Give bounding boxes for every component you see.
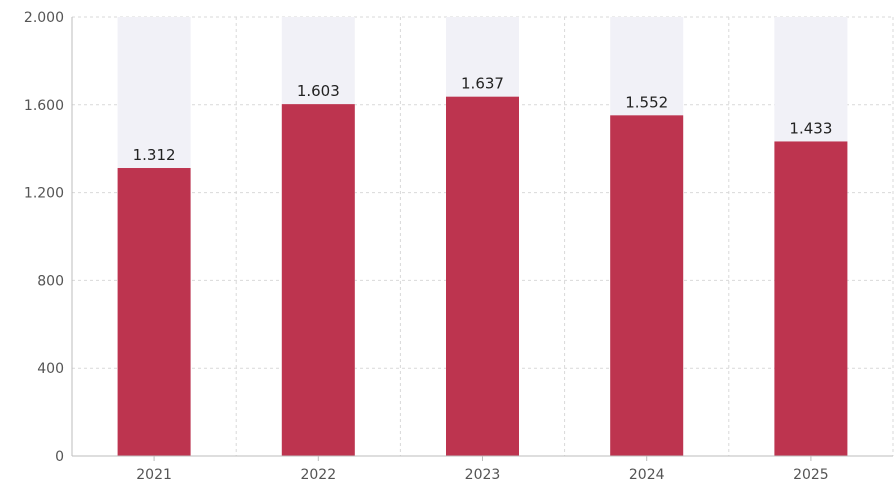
data-label-2021: 1.312 xyxy=(133,146,176,164)
y-tick-label: 800 xyxy=(37,273,64,289)
bar-2022[interactable] xyxy=(281,104,355,456)
bar-2024[interactable] xyxy=(610,115,684,456)
data-labels: 1.312 1.603 1.637 1.552 1.433 xyxy=(133,75,833,164)
y-tick-label: 400 xyxy=(37,361,64,377)
y-tick-label: 1.200 xyxy=(24,186,64,202)
data-label-2024: 1.552 xyxy=(625,93,668,111)
x-tick-label-2025: 2025 xyxy=(793,467,829,483)
bar-2025[interactable] xyxy=(774,141,848,457)
x-tick-label-2024: 2024 xyxy=(629,467,665,483)
data-label-2022: 1.603 xyxy=(297,82,340,100)
bars xyxy=(117,96,848,457)
y-tick-label: 0 xyxy=(55,449,64,465)
axes: 0 400 800 1.200 1.600 2.000 2021 2022 2023 2024 20… xyxy=(24,10,893,483)
bar-2023[interactable] xyxy=(446,96,519,456)
y-tick-label: 1.600 xyxy=(24,98,64,114)
data-label-2023: 1.637 xyxy=(461,75,504,93)
y-tick-label: 2.000 xyxy=(24,10,64,26)
data-label-2025: 1.433 xyxy=(789,119,832,137)
bar-2021[interactable] xyxy=(117,168,191,457)
x-tick-label-2021: 2021 xyxy=(136,467,172,483)
x-tick-label-2023: 2023 xyxy=(465,467,501,483)
x-tick-label-2022: 2022 xyxy=(300,467,336,483)
